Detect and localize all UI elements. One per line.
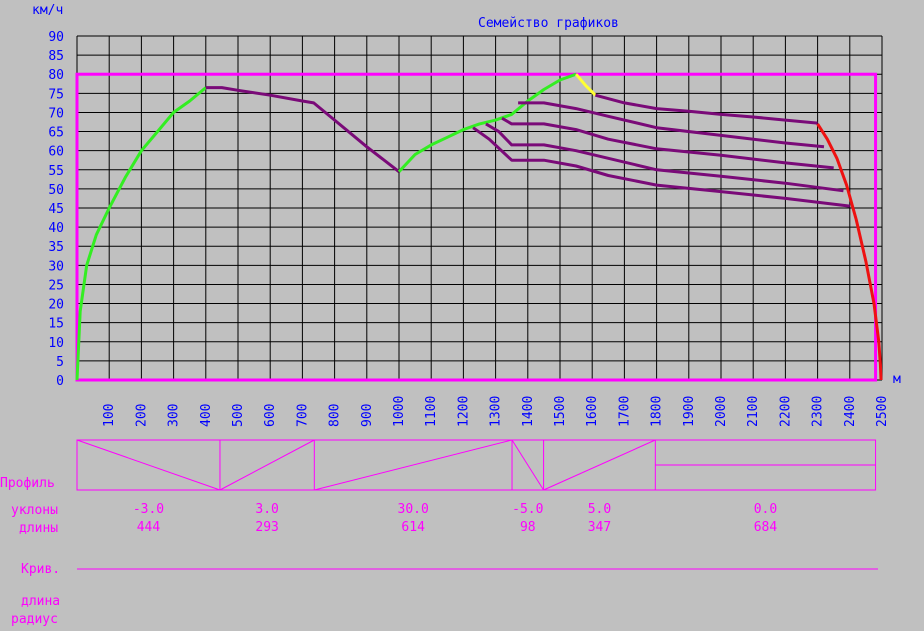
series-line [518, 101, 825, 149]
y-tick-label: 0 [56, 374, 64, 389]
x-tick-label: 2300 [811, 396, 826, 427]
x-tick-labels: 100 200 300 400 500 600 700 800 900 1000 1100 1200 1… [102, 396, 890, 427]
x-tick-label: 2200 [778, 396, 793, 427]
series-line [397, 72, 577, 173]
series-line [485, 122, 844, 193]
length-value: 347 [588, 520, 611, 535]
x-tick-label: 1900 [682, 396, 697, 427]
x-tick-label: 100 [102, 404, 117, 427]
slope-value: 0.0 [754, 502, 777, 517]
y-tick-label: 55 [48, 164, 64, 179]
y-tick-label: 70 [48, 106, 64, 121]
lengths-label: длины [19, 521, 58, 536]
y-tick-label: 10 [48, 336, 64, 351]
y-tick-label: 85 [48, 49, 64, 64]
profile-band [76, 439, 877, 491]
length-value: 293 [255, 520, 278, 535]
y-tick-label: 75 [48, 87, 64, 102]
x-tick-label: 1100 [424, 396, 439, 427]
x-tick-label: 1800 [650, 396, 665, 427]
y-tick-label: 35 [48, 240, 64, 255]
x-tick-label: 1500 [553, 396, 568, 427]
profile-label: Профиль [0, 476, 55, 491]
y-tick-label: 90 [48, 30, 64, 45]
y-tick-label: 5 [56, 355, 64, 370]
length-value: 98 [520, 520, 536, 535]
profile-segment [543, 439, 656, 491]
x-tick-label: 1400 [521, 396, 536, 427]
speed-series [75, 72, 883, 381]
length-value: 444 [137, 520, 161, 535]
slope-value: 3.0 [255, 502, 278, 517]
x-tick-label: 600 [263, 404, 278, 427]
length-value: 614 [401, 520, 425, 535]
y-tick-label: 25 [48, 278, 64, 293]
series-line [501, 116, 834, 170]
curve-radius-label: радиус [11, 612, 58, 627]
slope-value: 5.0 [588, 502, 611, 517]
curves-label: Крив. [21, 562, 60, 577]
slopes-label: уклоны [11, 503, 58, 518]
y-tick-label: 40 [48, 221, 64, 236]
x-tick-label: 800 [328, 404, 343, 427]
y-tick-label: 65 [48, 126, 64, 141]
x-tick-label: 1200 [456, 396, 471, 427]
x-tick-label: 500 [231, 404, 246, 427]
x-tick-label: 200 [134, 404, 149, 427]
series-line [472, 126, 850, 208]
y-axis-label: км/ч [32, 3, 63, 18]
y-tick-label: 80 [48, 68, 64, 83]
profile-segment [511, 439, 545, 491]
series-line [595, 93, 818, 125]
x-tick-label: 2500 [875, 396, 890, 427]
y-tick-label: 45 [48, 202, 64, 217]
series-line [75, 86, 207, 381]
curve-length-label: длина [21, 594, 60, 609]
speed-limit-line [75, 72, 878, 382]
x-tick-label: 2000 [714, 396, 729, 427]
length-value: 684 [754, 520, 778, 535]
x-axis-label: м [893, 372, 901, 387]
series-line [816, 123, 883, 381]
y-tick-label: 30 [48, 259, 64, 274]
x-tick-label: 1700 [617, 396, 632, 427]
x-tick-label: 1300 [489, 396, 504, 427]
y-tick-label: 15 [48, 317, 64, 332]
x-tick-label: 400 [199, 404, 214, 427]
x-tick-label: 1000 [392, 396, 407, 427]
slope-value: 30.0 [398, 502, 429, 517]
x-tick-label: 1600 [585, 396, 600, 427]
profile-segment [219, 439, 315, 491]
chart-grid [76, 35, 883, 381]
profile-values: -3.0 444 3.0 293 30.0 614 -5.0 98 5.0 347 0.0 684 [133, 502, 778, 535]
x-tick-label: 2100 [746, 396, 761, 427]
profile-segment [314, 439, 513, 491]
x-tick-label: 300 [167, 404, 182, 427]
y-tick-label: 60 [48, 145, 64, 160]
x-tick-label: 700 [295, 404, 310, 427]
series-line [205, 86, 400, 173]
chart-title: Семейство графиков [478, 16, 619, 31]
y-tick-label: 20 [48, 298, 64, 313]
profile-segment [76, 439, 221, 491]
slope-value: -3.0 [133, 502, 164, 517]
slope-value: -5.0 [512, 502, 543, 517]
x-tick-label: 900 [360, 404, 375, 427]
series-line [574, 73, 597, 97]
y-tick-labels: 0 5 10 15 20 25 30 35 40 45 50 55 60 65 70 75 80 85 90 [48, 30, 64, 389]
x-tick-label: 2400 [843, 396, 858, 427]
y-tick-label: 50 [48, 183, 64, 198]
